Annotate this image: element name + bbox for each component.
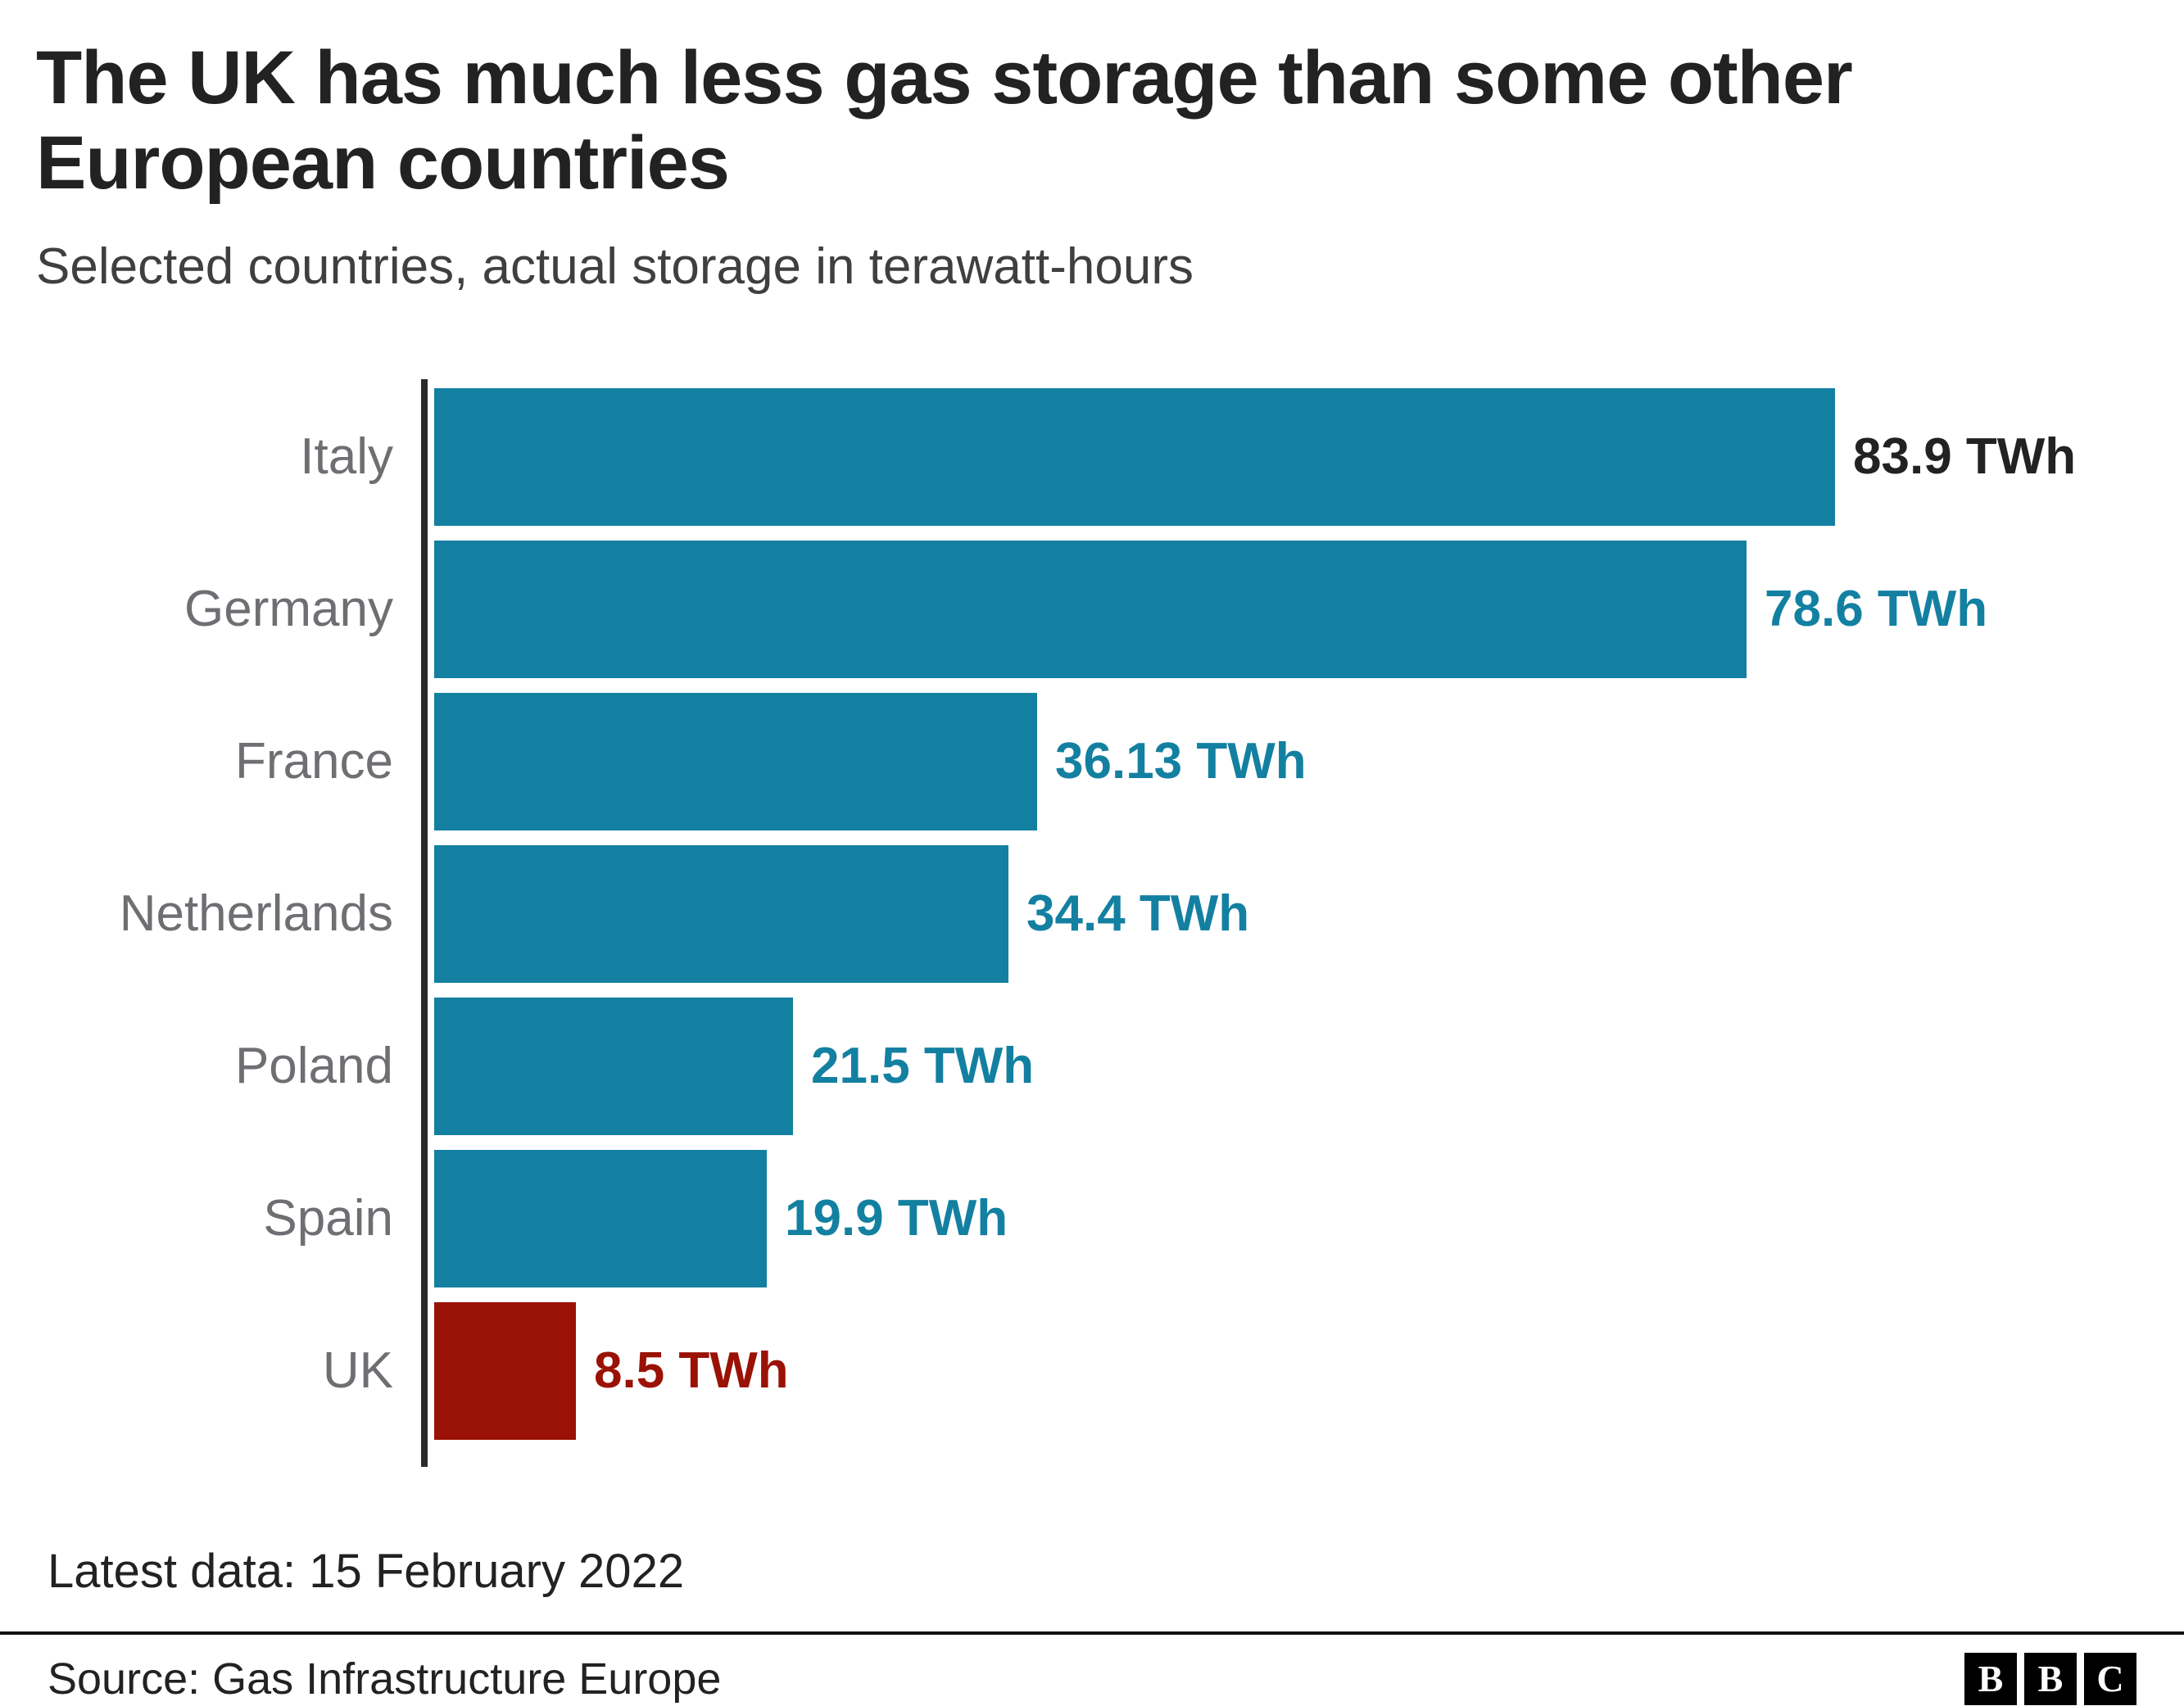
category-label: Italy bbox=[300, 428, 393, 486]
bbc-logo-block: B bbox=[1964, 1652, 2017, 1705]
bar-track: 36.13 TWh bbox=[428, 686, 2148, 838]
bar-row: Netherlands 34.4 TWh bbox=[36, 838, 2148, 990]
value-label: 19.9 TWh bbox=[785, 1190, 1008, 1247]
value-label: 8.5 TWh bbox=[594, 1342, 789, 1400]
category-label: Spain bbox=[263, 1190, 393, 1247]
bar-track: 78.6 TWh bbox=[428, 533, 2148, 686]
value-label: 21.5 TWh bbox=[811, 1038, 1035, 1095]
bbc-logo-block: C bbox=[2084, 1652, 2136, 1705]
bar-italy bbox=[434, 387, 1835, 526]
bar-spain bbox=[434, 1149, 767, 1287]
bar-row: UK 8.5 TWh bbox=[36, 1295, 2148, 1447]
bar-row: Poland 21.5 TWh bbox=[36, 990, 2148, 1143]
value-label: 34.4 TWh bbox=[1026, 885, 1250, 943]
footer-divider bbox=[0, 1631, 2184, 1635]
chart-rows: Italy 83.9 TWh Germany 78.6 TWh France 36.13 … bbox=[36, 381, 2148, 1447]
category-label: Poland bbox=[234, 1038, 393, 1095]
value-label: 36.13 TWh bbox=[1055, 733, 1307, 790]
y-axis-line bbox=[421, 378, 428, 1467]
bar-uk bbox=[434, 1301, 576, 1440]
chart-subtitle: Selected countries, actual storage in te… bbox=[36, 238, 1194, 295]
bar-track: 83.9 TWh bbox=[428, 381, 2148, 533]
bar-row: Spain 19.9 TWh bbox=[36, 1143, 2148, 1295]
bar-row: Italy 83.9 TWh bbox=[36, 381, 2148, 533]
bar-chart: Italy 83.9 TWh Germany 78.6 TWh France 36.13 … bbox=[36, 378, 2148, 1467]
category-label: Germany bbox=[184, 581, 393, 638]
bar-poland bbox=[434, 997, 793, 1135]
category-label: Netherlands bbox=[119, 885, 393, 943]
value-label: 78.6 TWh bbox=[1765, 581, 1988, 638]
bbc-logo-block: B bbox=[2024, 1652, 2077, 1705]
bar-netherlands bbox=[434, 844, 1008, 983]
bar-track: 21.5 TWh bbox=[428, 990, 2148, 1143]
bar-track: 19.9 TWh bbox=[428, 1143, 2148, 1295]
bar-row: France 36.13 TWh bbox=[36, 686, 2148, 838]
bar-track: 34.4 TWh bbox=[428, 838, 2148, 990]
chart-title: The UK has much less gas storage than so… bbox=[36, 36, 1853, 205]
source-note: Source: Gas Infrastructure Europe bbox=[48, 1654, 722, 1704]
latest-data-note: Latest data: 15 February 2022 bbox=[48, 1544, 685, 1598]
bar-germany bbox=[434, 540, 1747, 678]
category-label: UK bbox=[322, 1342, 393, 1400]
bar-row: Germany 78.6 TWh bbox=[36, 533, 2148, 686]
value-label: 83.9 TWh bbox=[1853, 428, 2077, 486]
bar-france bbox=[434, 692, 1037, 830]
bar-track: 8.5 TWh bbox=[428, 1295, 2148, 1447]
category-label: France bbox=[235, 733, 393, 790]
